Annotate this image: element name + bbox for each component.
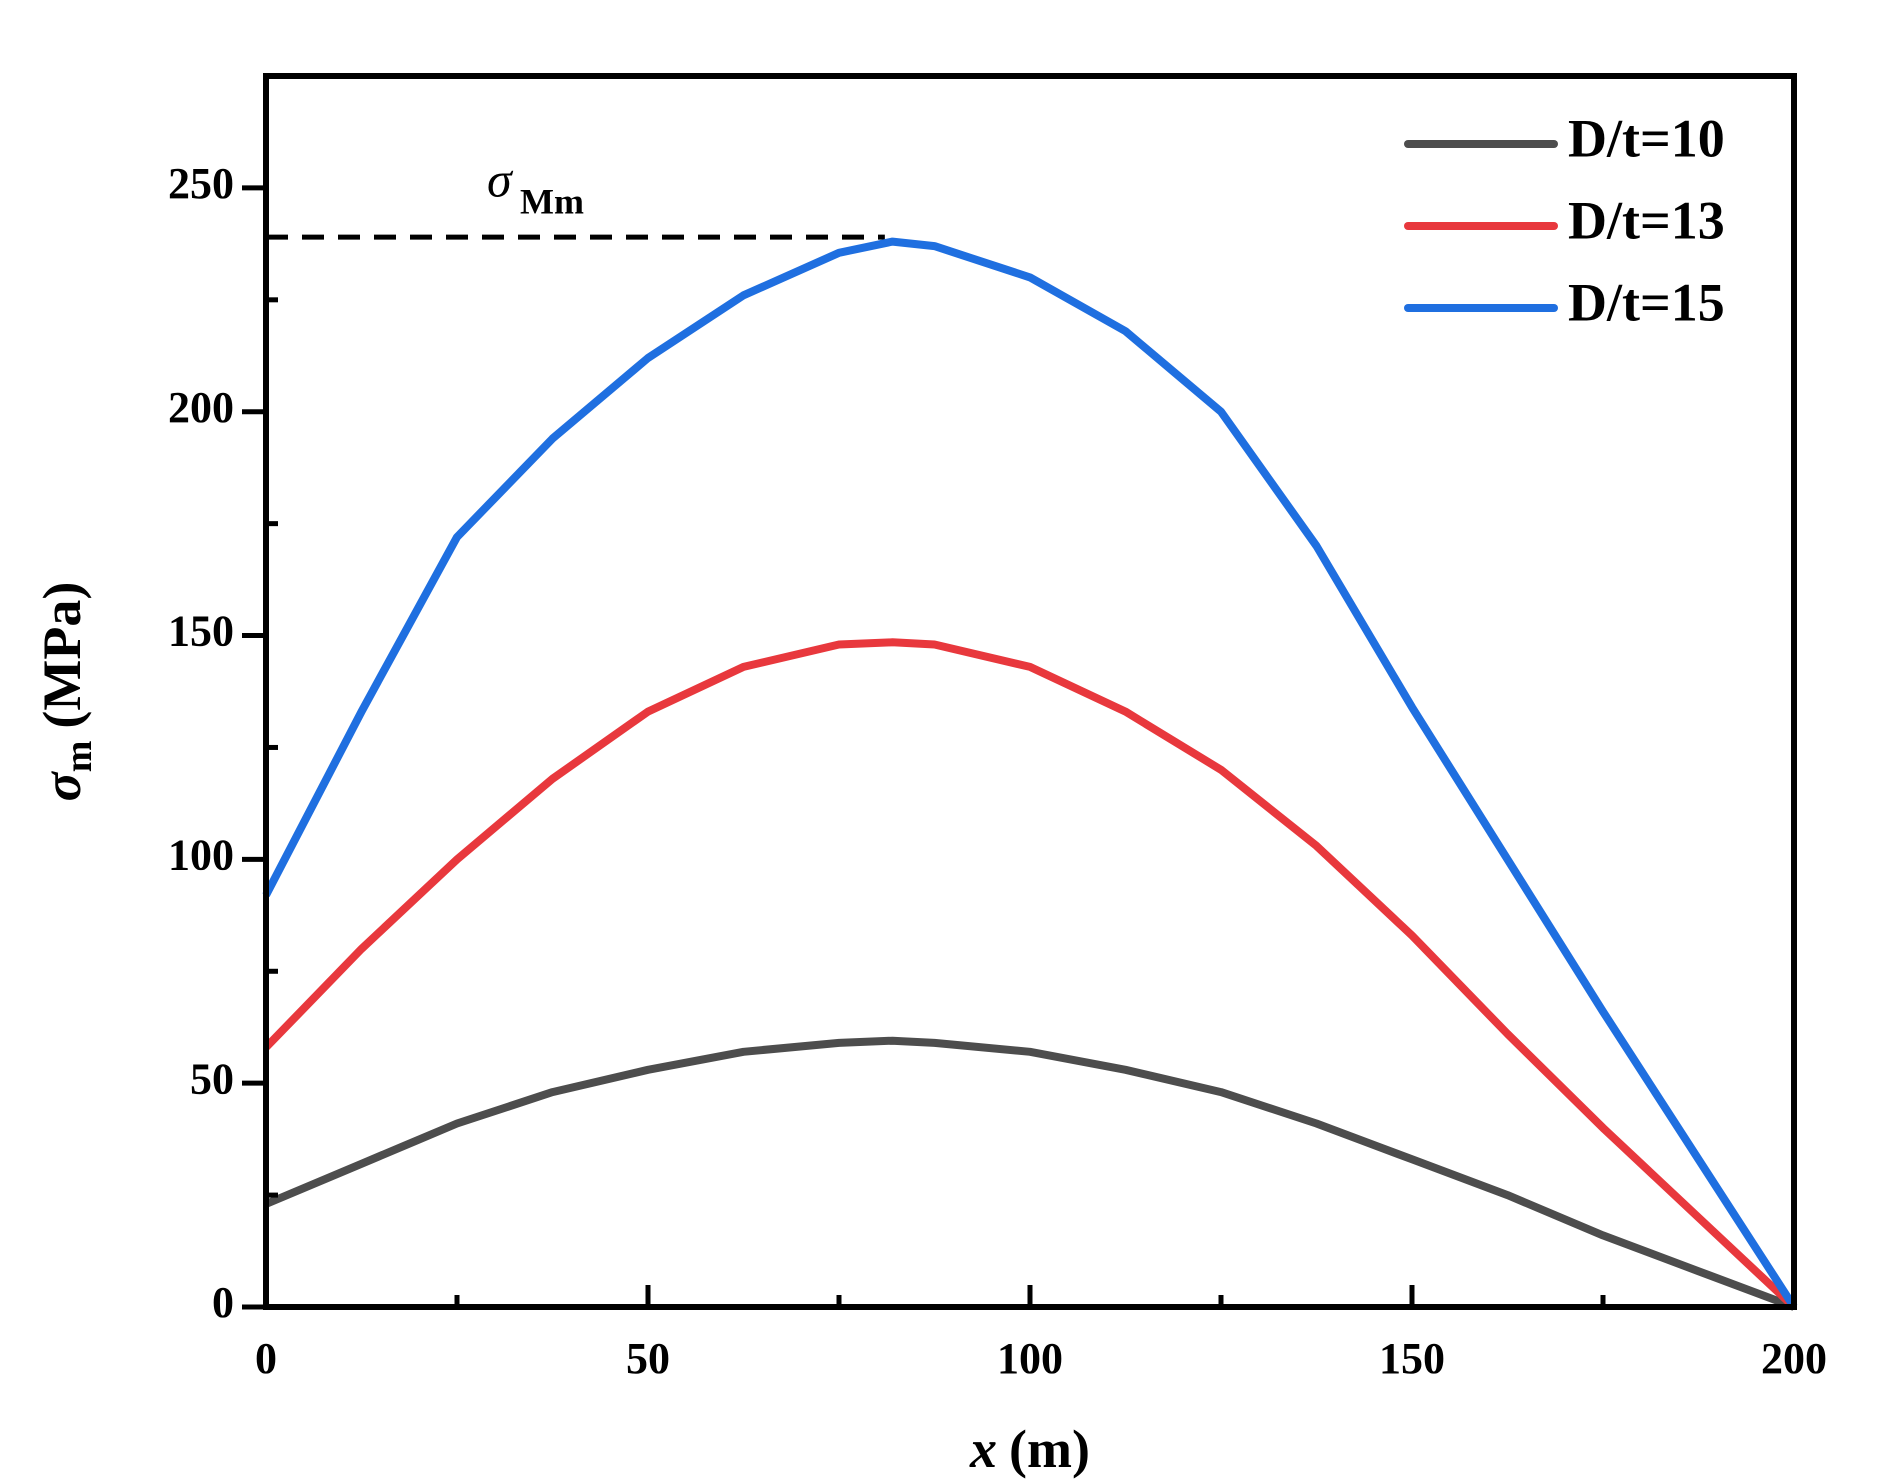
y-tick-label: 200: [168, 383, 234, 432]
y-tick-label: 50: [190, 1054, 234, 1103]
x-tick-label: 150: [1379, 1334, 1445, 1383]
y-tick-label: 0: [212, 1278, 234, 1327]
y-axis-subscript: m: [58, 741, 100, 773]
legend-label: D/t=13: [1568, 190, 1725, 250]
x-tick-label: 100: [997, 1334, 1063, 1383]
data-line: [264, 1036, 1796, 1311]
x-tick-label: 200: [1761, 1334, 1827, 1383]
x-tick-label: 0: [255, 1334, 277, 1383]
plot-frame: [263, 73, 1797, 1310]
x-tick-label: 50: [626, 1334, 670, 1383]
annotation-subscript: Mm: [520, 181, 584, 221]
y-axis-unit: (MPa): [32, 582, 92, 729]
legend-label: D/t=10: [1568, 108, 1725, 168]
x-axis-symbol: x: [969, 1419, 997, 1479]
data-line: [263, 638, 1797, 1310]
annotation-symbol: σ: [487, 151, 514, 207]
x-axis-label: x (m): [969, 1419, 1090, 1479]
legend-label: D/t=15: [1568, 272, 1725, 332]
y-axis-symbol: σ: [32, 770, 92, 801]
y-tick-label: 100: [168, 830, 234, 879]
data-line: [262, 237, 1798, 1310]
y-axis-label: σm (MPa): [32, 582, 99, 802]
y-tick-label: 150: [168, 607, 234, 656]
x-axis-unit: (m): [1009, 1419, 1090, 1479]
y-tick-label: 250: [168, 159, 234, 208]
